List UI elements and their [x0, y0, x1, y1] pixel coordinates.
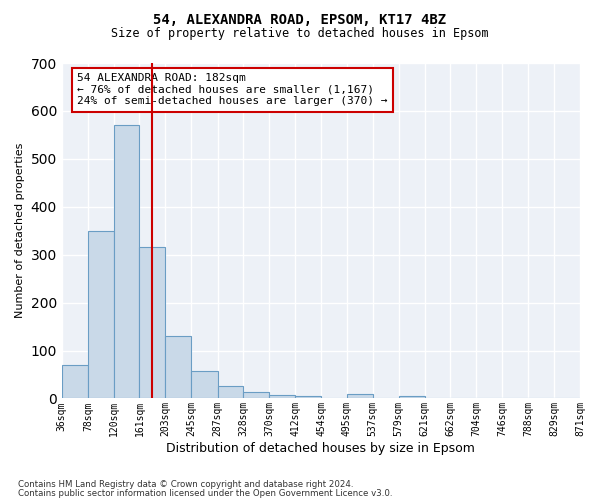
- Bar: [243, 392, 269, 398]
- Bar: [88, 230, 114, 398]
- Text: 54 ALEXANDRA ROAD: 182sqm
← 76% of detached houses are smaller (1,167)
24% of se: 54 ALEXANDRA ROAD: 182sqm ← 76% of detac…: [77, 73, 388, 106]
- Bar: [347, 394, 373, 398]
- Bar: [218, 386, 243, 398]
- Bar: [399, 396, 425, 398]
- Bar: [139, 248, 166, 398]
- Text: Contains public sector information licensed under the Open Government Licence v3: Contains public sector information licen…: [18, 488, 392, 498]
- Text: Size of property relative to detached houses in Epsom: Size of property relative to detached ho…: [111, 28, 489, 40]
- Bar: [295, 396, 321, 398]
- Bar: [62, 365, 88, 398]
- Text: 54, ALEXANDRA ROAD, EPSOM, KT17 4BZ: 54, ALEXANDRA ROAD, EPSOM, KT17 4BZ: [154, 12, 446, 26]
- Text: Contains HM Land Registry data © Crown copyright and database right 2024.: Contains HM Land Registry data © Crown c…: [18, 480, 353, 489]
- Bar: [114, 126, 139, 398]
- Y-axis label: Number of detached properties: Number of detached properties: [15, 143, 25, 318]
- Bar: [269, 394, 295, 398]
- Bar: [191, 371, 218, 398]
- Bar: [166, 336, 191, 398]
- X-axis label: Distribution of detached houses by size in Epsom: Distribution of detached houses by size …: [166, 442, 475, 455]
